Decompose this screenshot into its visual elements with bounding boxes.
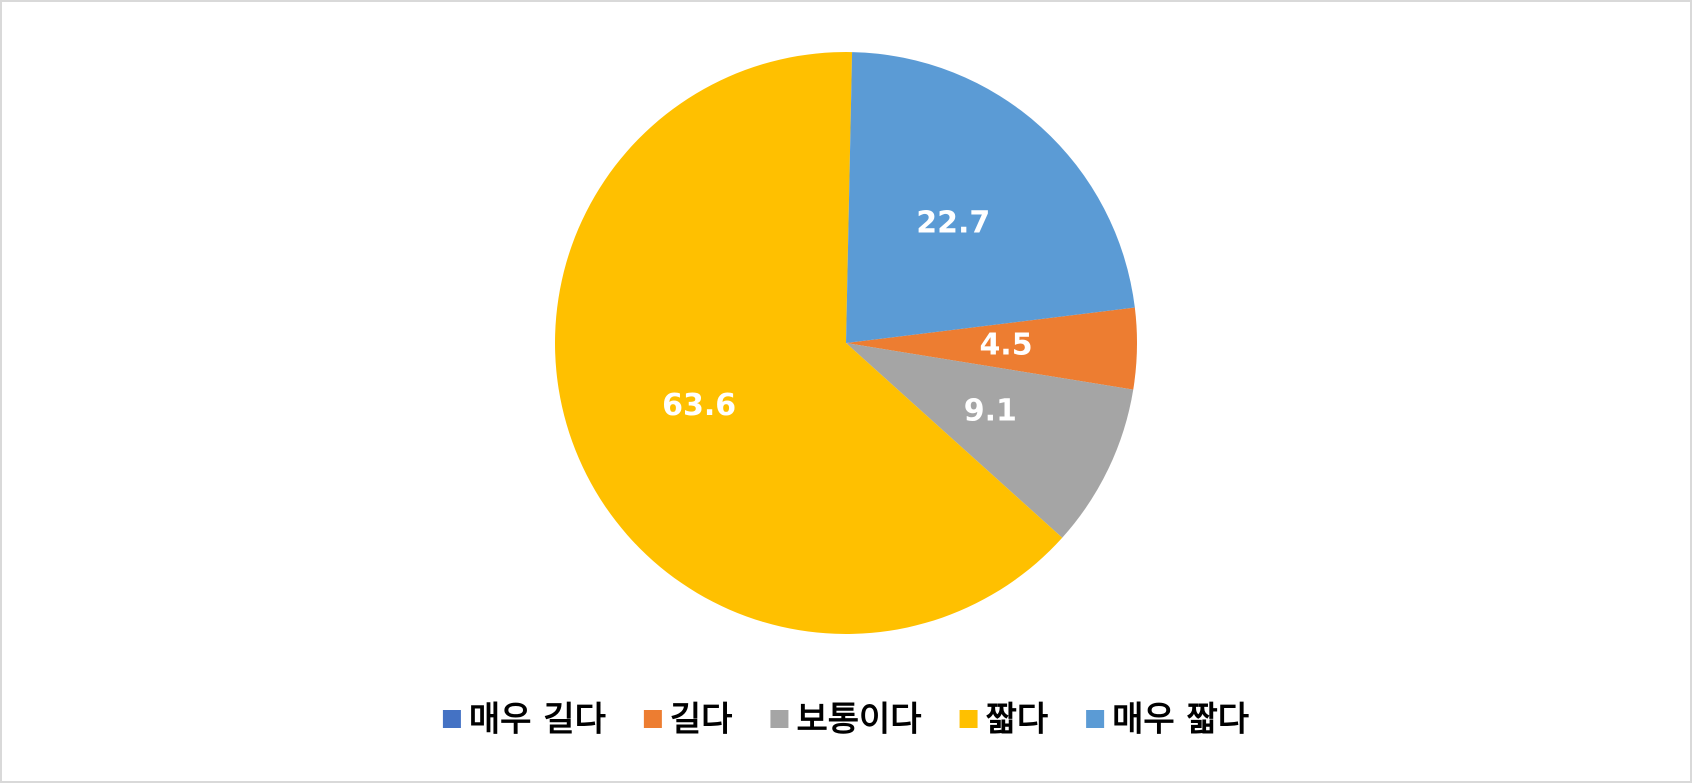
legend-marker <box>1086 710 1105 728</box>
data-label: 9.1 <box>964 394 1017 429</box>
legend-marker <box>959 710 978 728</box>
legend-label: 매우 길다 <box>469 700 606 740</box>
pie-slice <box>555 51 1063 634</box>
legend-marker <box>770 710 789 728</box>
pie-slice <box>846 307 1138 390</box>
legend: 매우 길다 길다 보통이다 짧다 매우 짧다 <box>442 700 1249 740</box>
data-label: 4.5 <box>979 328 1032 363</box>
legend-label: 길다 <box>670 700 733 740</box>
legend-marker <box>442 710 461 728</box>
data-label: 22.7 <box>916 206 990 241</box>
legend-marker <box>643 710 662 728</box>
pie-slice <box>846 343 1134 538</box>
legend-label: 짧다 <box>986 700 1049 740</box>
pie-slice <box>846 52 1135 343</box>
legend-label: 매우 짧다 <box>1112 700 1249 740</box>
data-label: 63.6 <box>662 388 736 423</box>
legend-label: 보통이다 <box>796 700 921 740</box>
